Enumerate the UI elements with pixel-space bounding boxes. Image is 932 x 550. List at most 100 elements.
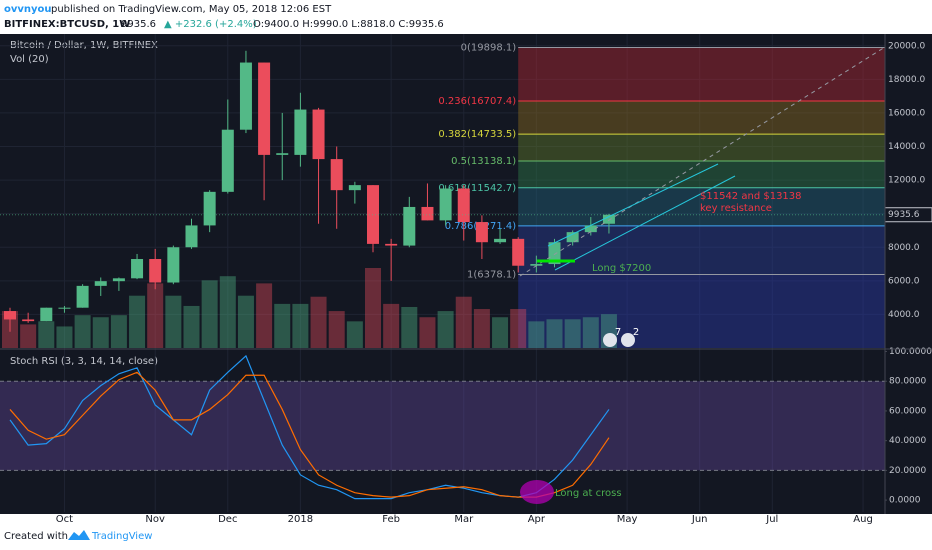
annotation: Long $7200 xyxy=(592,263,651,274)
rsi-band xyxy=(0,381,885,471)
candle-body xyxy=(385,243,398,246)
candle-body xyxy=(421,206,434,221)
volume-bar xyxy=(147,283,164,348)
candle-body xyxy=(131,259,144,279)
y-tick-label: 60.0000 xyxy=(889,406,926,416)
candle-body xyxy=(112,278,125,282)
y-tick-label: 14000.0 xyxy=(888,142,925,152)
channel-upper xyxy=(547,163,719,247)
volume-bar xyxy=(383,303,400,348)
fib-band xyxy=(518,101,885,135)
event-count: 2 xyxy=(633,327,639,338)
x-tick-label: Mar xyxy=(454,514,474,525)
x-tick-label: Nov xyxy=(145,514,165,525)
volume-bar xyxy=(473,309,490,348)
candle-body xyxy=(494,238,507,243)
volume-bar xyxy=(201,280,218,348)
rsi-line xyxy=(9,371,610,498)
event-icon[interactable] xyxy=(603,333,617,347)
volume-bar xyxy=(20,324,37,348)
fib-label: 0(19898.1) xyxy=(461,42,517,53)
layers: 4000.06000.08000.010000.012000.014000.01… xyxy=(0,34,932,525)
y-tick-label: 0.0000 xyxy=(889,496,921,506)
volume-bar xyxy=(419,317,436,348)
volume-bar xyxy=(165,295,182,348)
rsi-title: Stoch RSI (3, 3, 14, 14, close) xyxy=(10,356,158,367)
candle-body xyxy=(602,214,615,224)
channel-lower xyxy=(554,175,736,271)
x-tick-label: Dec xyxy=(218,514,237,525)
y-tick-label: 80.0000 xyxy=(889,377,926,387)
y-tick-label: 18000.0 xyxy=(888,75,925,85)
volume-bar xyxy=(510,309,527,348)
volume-bar xyxy=(437,311,454,348)
volume-bar xyxy=(219,276,236,348)
author[interactable]: ovvnyou xyxy=(4,4,52,15)
volume-bar xyxy=(328,311,345,348)
x-tick-label: 2018 xyxy=(288,514,313,525)
volume-bar xyxy=(346,321,363,348)
x-tick-label: May xyxy=(617,514,638,525)
y-tick-label: 8000.0 xyxy=(888,243,920,253)
volume-bar xyxy=(256,283,273,348)
volume-bar xyxy=(546,319,563,348)
x-tick-label: Feb xyxy=(382,514,400,525)
candle-body xyxy=(584,225,597,233)
candle-body xyxy=(203,191,216,226)
volume-bar xyxy=(237,295,254,348)
x-tick-label: Jun xyxy=(691,514,708,525)
candle-body xyxy=(58,307,71,309)
candle-body xyxy=(457,188,470,223)
candle-body xyxy=(475,222,488,243)
volume-bar xyxy=(274,303,291,348)
candle-body xyxy=(294,109,307,155)
candle-body xyxy=(22,319,35,322)
fib-band xyxy=(518,134,885,161)
volume-title: Vol (20) xyxy=(10,54,49,65)
volume-bar xyxy=(74,315,91,348)
x-tick-label: Jul xyxy=(765,514,778,525)
candle-body xyxy=(548,242,561,265)
y-tick-label: 20000.0 xyxy=(888,41,925,51)
header-ohlc: O:9400.0 H:9990.0 L:8818.0 C:9935.6 xyxy=(253,19,444,30)
volume-bar xyxy=(492,317,509,348)
event-count: 7 xyxy=(615,327,621,338)
volume-bar xyxy=(310,296,327,348)
x-tick-label: Apr xyxy=(528,514,546,525)
candle-body xyxy=(348,185,361,191)
footer-brand[interactable]: TradingView xyxy=(91,531,152,542)
volume-bar xyxy=(183,305,200,348)
volume-bar xyxy=(365,268,381,348)
header-change: ▲ +232.6 (+2.4%) xyxy=(164,19,257,30)
candle-body xyxy=(439,188,452,221)
annotation: key resistance xyxy=(700,203,772,214)
fib-band xyxy=(518,187,885,226)
cross-marker xyxy=(520,480,554,504)
fib-band xyxy=(518,160,885,188)
published: published on TradingView.com, May 05, 20… xyxy=(51,4,332,15)
volume-bar xyxy=(110,315,127,348)
candle-body xyxy=(167,247,180,283)
brand-logo xyxy=(68,530,90,540)
y-tick-label: 16000.0 xyxy=(888,108,925,118)
fib-label: 0.618(11542.7) xyxy=(438,183,516,194)
candle-body xyxy=(239,62,252,130)
y-tick-label: 40.0000 xyxy=(889,436,926,446)
footer-created: Created with xyxy=(4,531,68,542)
y-tick-label: 4000.0 xyxy=(888,310,920,320)
y-tick-label: 100.0000 xyxy=(889,347,932,357)
candle-body xyxy=(276,153,289,155)
volume-bar xyxy=(582,317,599,348)
volume-bar xyxy=(401,306,418,348)
header-price: 9935.6 xyxy=(121,19,156,30)
volume-bar xyxy=(129,295,146,348)
y-tick-label: 20.0000 xyxy=(889,466,926,476)
fib-label: 0.5(13138.1) xyxy=(451,156,516,167)
fib-label: 0.382(14733.5) xyxy=(438,129,516,140)
candle-body xyxy=(40,307,53,322)
candle-body xyxy=(330,159,343,191)
candle-body xyxy=(149,259,162,283)
event-icon[interactable] xyxy=(621,333,635,347)
volume-bar xyxy=(564,319,581,348)
